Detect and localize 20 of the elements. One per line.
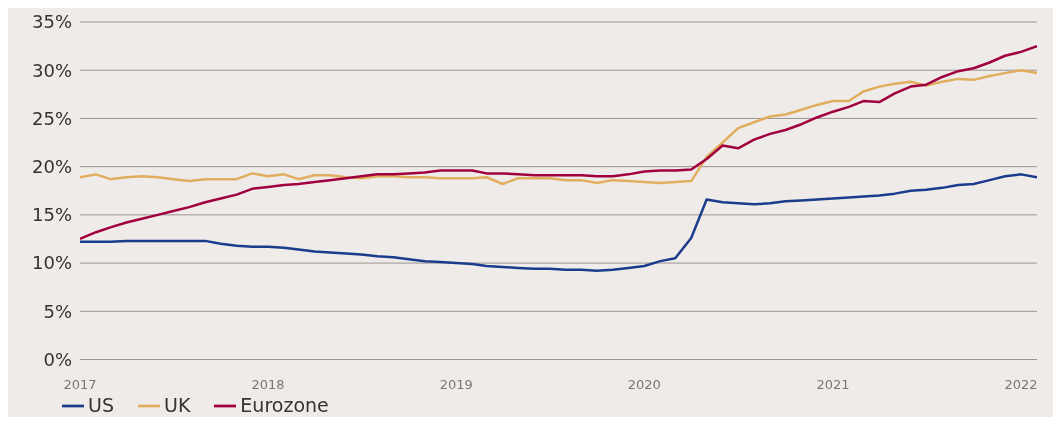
y-tick-label: 15% — [31, 204, 72, 226]
x-tick-label: 2021 — [816, 376, 850, 392]
x-tick-label: 2018 — [251, 376, 285, 392]
x-tick-label: 2022 — [1004, 376, 1038, 392]
y-tick-label: 30% — [31, 59, 72, 81]
y-tick-label: 25% — [31, 107, 72, 129]
y-tick-label: 10% — [31, 252, 72, 274]
line-series — [80, 44, 1037, 241]
line-series — [80, 173, 1037, 273]
y-tick-label: 0% — [43, 348, 72, 370]
y-tick-label: 5% — [43, 300, 72, 322]
line-series — [80, 68, 1037, 186]
y-tick-label: 20% — [31, 156, 72, 178]
legend-label: US — [88, 393, 114, 416]
x-tick-label: 2019 — [439, 376, 473, 392]
legend-label: UK — [163, 393, 191, 416]
x-tick-label: 2020 — [627, 376, 661, 392]
y-tick-label: 35% — [31, 11, 72, 33]
x-tick-label: 2017 — [63, 376, 97, 392]
legend-label: Eurozone — [240, 393, 329, 416]
